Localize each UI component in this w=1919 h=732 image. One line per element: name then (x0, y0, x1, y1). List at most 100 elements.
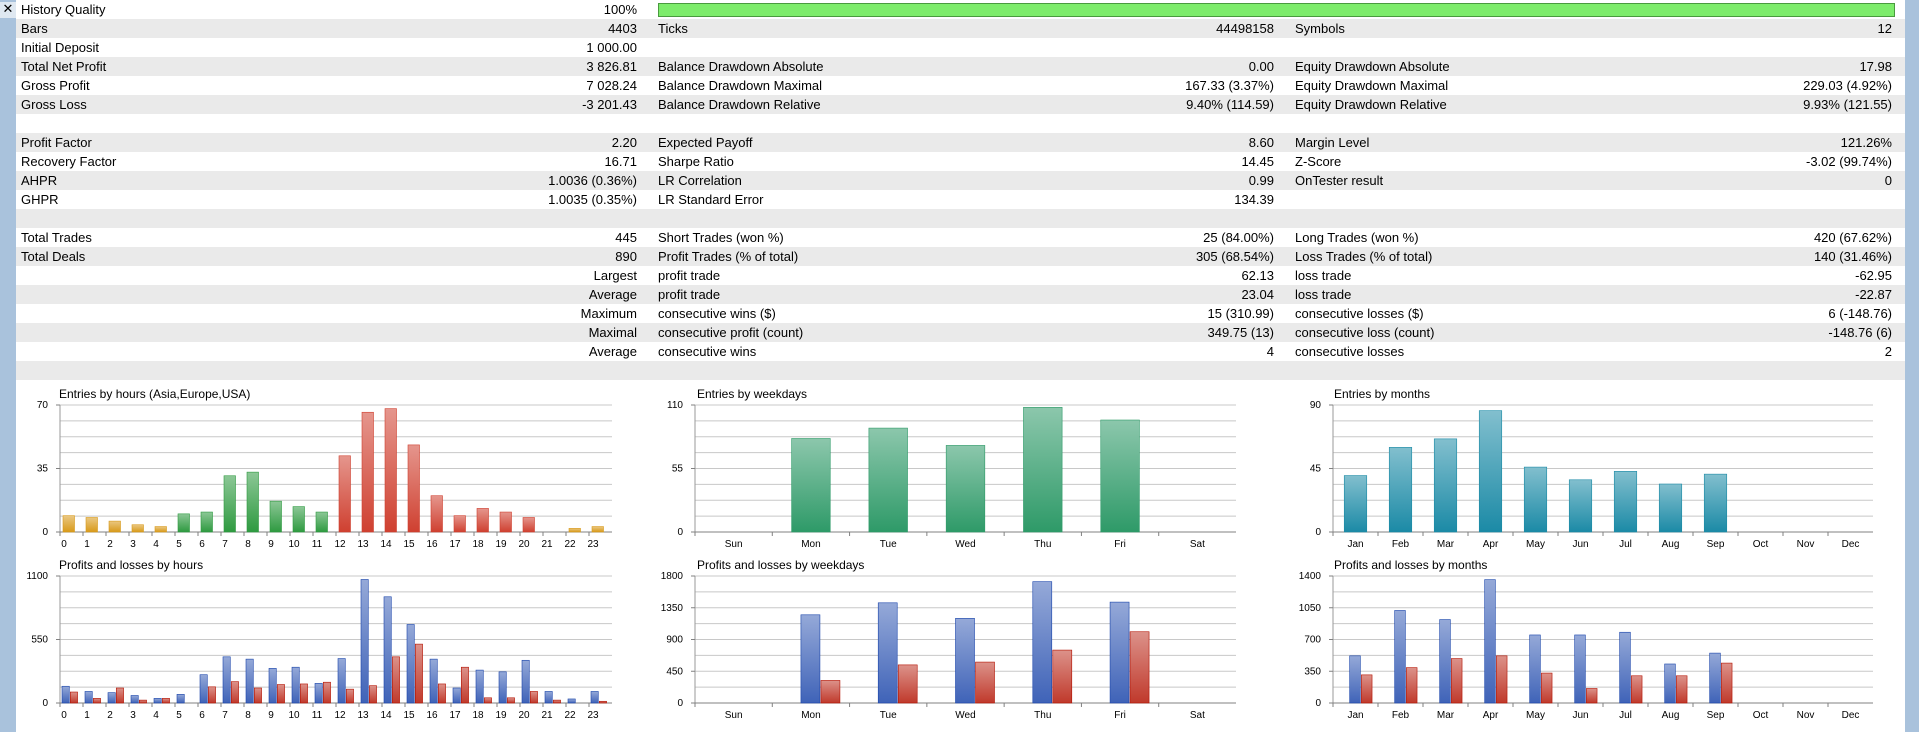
x-tick-label: 13 (357, 710, 369, 721)
loss-bar (299, 683, 308, 704)
profit-bar (590, 691, 599, 704)
loss-bar (975, 661, 995, 704)
entry-bar (568, 528, 581, 533)
entry-bar (1478, 410, 1503, 533)
loss-bar (1721, 662, 1733, 704)
stat-label: loss trade (1295, 287, 1352, 302)
x-tick-label: 6 (199, 710, 205, 721)
stat-row: Recovery Factor 16.71 Sharpe Ratio 14.45 Z-S… (16, 152, 1905, 171)
stat-label: Total Deals (21, 249, 86, 264)
x-tick-label: 15 (403, 539, 415, 550)
x-tick-label: 23 (587, 539, 599, 550)
x-tick-label: Wed (955, 539, 975, 550)
close-icon[interactable]: ✕ (0, 2, 16, 18)
stat-label: Balance Drawdown Relative (658, 97, 821, 112)
stat-value: 1.0036 (0.36%) (548, 173, 637, 188)
stat-label: consecutive wins ($) (658, 306, 776, 321)
stat-label: Long Trades (won %) (1295, 230, 1419, 245)
loss-bar (69, 691, 78, 704)
x-tick-label: Feb (1392, 539, 1410, 550)
stat-label: consecutive profit (count) (658, 325, 804, 340)
x-tick-label: Dec (1842, 710, 1860, 721)
profit-bar (1394, 610, 1406, 704)
y-tick-label: 1800 (661, 571, 684, 582)
x-tick-label: Mar (1437, 539, 1455, 550)
profit-bar (1032, 581, 1053, 704)
x-tick-label: 9 (268, 539, 274, 550)
stat-label: loss trade (1295, 268, 1352, 283)
y-tick-label: 0 (677, 527, 683, 538)
x-tick-label: 12 (334, 539, 346, 550)
vertical-scrollbar[interactable] (1905, 0, 1919, 732)
x-tick-label: 16 (426, 710, 438, 721)
x-tick-label: 15 (403, 710, 415, 721)
y-tick-label: 550 (31, 635, 48, 646)
stat-row (16, 361, 1905, 380)
stat-label: Z-Score (1295, 154, 1342, 169)
profit-bar (1439, 619, 1451, 704)
entry-bar (246, 471, 259, 533)
stat-value: Average (588, 344, 637, 359)
stat-value: Maximal (588, 325, 637, 340)
loss-bar (345, 688, 354, 704)
loss-bar (368, 685, 377, 704)
stat-row: Gross Profit 7 028.24 Balance Drawdown Max… (16, 76, 1905, 95)
profit-bar (521, 659, 530, 704)
stat-value: 14.45 (1241, 154, 1274, 169)
x-tick-label: 18 (472, 710, 484, 721)
stat-label: profit trade (658, 268, 721, 283)
stat-row: Bars 4403 Ticks 44498158 Symbols 12 (16, 19, 1905, 38)
stat-value: 8.60 (1248, 135, 1274, 150)
history-quality-value: 100% (603, 2, 637, 17)
profit-bar (130, 695, 139, 704)
stat-row: Maximum consecutive wins ($) 15 (310.99) co… (16, 304, 1905, 323)
x-tick-label: Apr (1483, 539, 1499, 550)
profit-bar (337, 658, 346, 704)
profit-bar (800, 614, 821, 704)
x-tick-label: Mar (1437, 710, 1455, 721)
profit-bar (61, 685, 70, 704)
x-tick-label: 17 (449, 539, 461, 550)
entry-bar (1388, 447, 1413, 533)
x-tick-label: 22 (564, 710, 576, 721)
x-tick-label: 7 (222, 710, 228, 721)
x-tick-label: Dec (1842, 539, 1860, 550)
loss-bar (460, 666, 469, 704)
stat-label: Expected Payoff (658, 135, 753, 150)
stat-value: 890 (615, 249, 637, 264)
entry-bar (108, 520, 121, 533)
loss-bar (138, 699, 147, 704)
stat-value: 9.40% (114.59) (1186, 97, 1274, 112)
stat-value: 4 (1266, 344, 1274, 359)
stat-value: 44498158 (1216, 21, 1274, 36)
loss-bar (230, 681, 239, 704)
entry-bar (315, 511, 328, 533)
x-tick-label: 11 (312, 710, 323, 721)
stat-label: OnTester result (1295, 173, 1384, 188)
stat-value: 62.13 (1241, 268, 1274, 283)
loss-bar (391, 656, 400, 704)
entry-bar (223, 475, 236, 533)
profit-bar (475, 669, 484, 704)
stat-label: Equity Drawdown Absolute (1295, 59, 1450, 74)
y-tick-label: 1350 (661, 603, 684, 614)
x-tick-label: 5 (176, 539, 182, 550)
profit-bar (314, 683, 323, 704)
x-tick-label: 18 (472, 539, 484, 550)
stat-value: 2 (1884, 344, 1892, 359)
stat-label: Equity Drawdown Relative (1295, 97, 1447, 112)
x-tick-label: Fri (1114, 539, 1126, 550)
x-tick-label: 19 (495, 710, 507, 721)
loss-bar (1361, 674, 1373, 704)
x-tick-label: 3 (130, 710, 136, 721)
chart-5: Profits and losses by months 0 350 700 1050 1… (1299, 558, 1873, 721)
stat-value: 0 (1884, 173, 1892, 188)
stat-value: 12 (1877, 21, 1892, 36)
loss-bar (483, 697, 492, 704)
stat-row: Total Trades 445 Short Trades (won %) 25 (8… (16, 228, 1905, 247)
stat-value: 0.99 (1248, 173, 1274, 188)
loss-bar (897, 664, 918, 704)
x-tick-label: Jun (1572, 710, 1588, 721)
stat-value: 349.75 (13) (1207, 325, 1275, 340)
x-tick-label: Apr (1483, 710, 1499, 721)
